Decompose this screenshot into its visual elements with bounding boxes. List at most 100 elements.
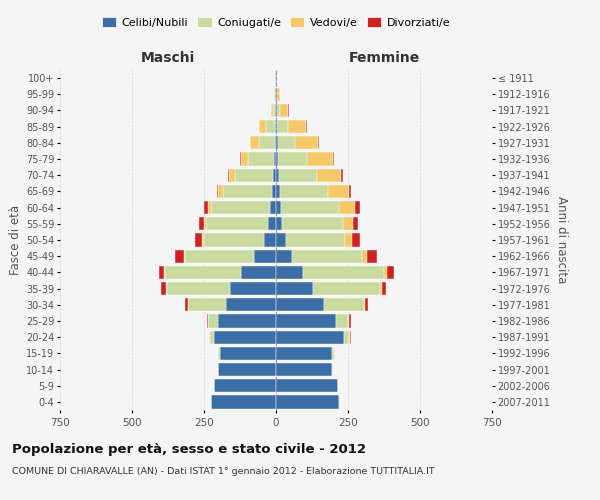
Bar <box>382 282 386 295</box>
Bar <box>259 136 275 149</box>
Bar <box>362 250 367 263</box>
Y-axis label: Fasce di età: Fasce di età <box>9 205 22 275</box>
Bar <box>367 250 377 263</box>
Bar <box>339 201 355 214</box>
Bar <box>211 396 276 408</box>
Bar <box>214 330 276 344</box>
Bar <box>276 379 338 392</box>
Bar <box>345 234 352 246</box>
Bar <box>276 282 313 295</box>
Bar <box>270 201 276 214</box>
Bar <box>280 185 328 198</box>
Bar <box>254 250 276 263</box>
Bar <box>276 363 332 376</box>
Bar <box>204 217 206 230</box>
Bar <box>287 120 306 134</box>
Bar <box>218 346 220 360</box>
Bar <box>159 266 164 279</box>
Bar <box>195 234 202 246</box>
Bar <box>199 217 204 230</box>
Bar <box>280 104 289 117</box>
Bar <box>210 330 214 344</box>
Bar <box>276 298 323 312</box>
Bar <box>276 152 278 166</box>
Bar <box>250 136 259 149</box>
Bar <box>175 250 184 263</box>
Bar <box>277 104 280 117</box>
Bar <box>341 168 343 182</box>
Bar <box>241 152 248 166</box>
Bar <box>276 266 304 279</box>
Bar <box>333 152 334 166</box>
Bar <box>166 282 167 295</box>
Bar <box>185 298 188 312</box>
Bar <box>276 120 277 134</box>
Text: COMUNE DI CHIARAVALLE (AN) - Dati ISTAT 1° gennaio 2012 - Elaborazione TUTTITALI: COMUNE DI CHIARAVALLE (AN) - Dati ISTAT … <box>12 468 434 476</box>
Bar <box>332 363 333 376</box>
Bar <box>276 346 332 360</box>
Bar <box>337 314 348 328</box>
Bar <box>343 217 353 230</box>
Y-axis label: Anni di nascita: Anni di nascita <box>554 196 568 284</box>
Bar <box>206 217 268 230</box>
Bar <box>167 282 230 295</box>
Bar <box>217 185 218 198</box>
Bar <box>274 152 276 166</box>
Bar <box>208 314 218 328</box>
Bar <box>349 185 350 198</box>
Bar <box>295 136 318 149</box>
Bar <box>278 152 307 166</box>
Bar <box>218 314 276 328</box>
Bar <box>384 266 387 279</box>
Bar <box>218 185 223 198</box>
Bar <box>276 136 278 149</box>
Bar <box>214 379 276 392</box>
Bar <box>184 250 185 263</box>
Bar <box>365 298 368 312</box>
Bar <box>223 185 272 198</box>
Bar <box>161 282 166 295</box>
Bar <box>292 250 362 263</box>
Bar <box>266 120 275 134</box>
Bar <box>230 282 276 295</box>
Text: Maschi: Maschi <box>141 51 195 65</box>
Bar <box>275 104 276 117</box>
Bar <box>276 168 280 182</box>
Bar <box>235 168 272 182</box>
Bar <box>278 136 295 149</box>
Bar <box>265 234 276 246</box>
Bar <box>202 234 204 246</box>
Bar <box>275 120 276 134</box>
Bar <box>275 136 276 149</box>
Bar <box>204 234 265 246</box>
Bar <box>185 250 254 263</box>
Bar <box>272 168 276 182</box>
Bar <box>276 201 281 214</box>
Bar <box>304 266 384 279</box>
Bar <box>364 298 365 312</box>
Bar <box>272 185 276 198</box>
Bar <box>276 217 283 230</box>
Bar <box>328 185 349 198</box>
Bar <box>276 185 280 198</box>
Bar <box>277 88 280 101</box>
Bar <box>276 396 340 408</box>
Bar <box>280 168 317 182</box>
Bar <box>226 298 276 312</box>
Bar <box>259 120 266 134</box>
Bar <box>276 250 292 263</box>
Bar <box>220 346 276 360</box>
Bar <box>277 120 287 134</box>
Bar <box>240 152 241 166</box>
Bar <box>273 104 275 117</box>
Bar <box>276 234 286 246</box>
Bar <box>218 363 276 376</box>
Bar <box>332 346 334 360</box>
Bar <box>317 168 341 182</box>
Bar <box>353 217 358 230</box>
Bar <box>165 266 241 279</box>
Bar <box>349 314 350 328</box>
Bar <box>211 201 270 214</box>
Bar <box>276 314 337 328</box>
Bar <box>355 201 360 214</box>
